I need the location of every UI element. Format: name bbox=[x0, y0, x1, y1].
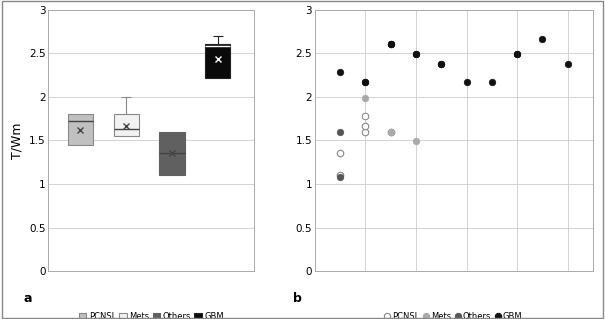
Point bbox=[361, 79, 370, 85]
Point bbox=[335, 129, 345, 134]
Point bbox=[386, 129, 396, 134]
Point bbox=[436, 61, 446, 66]
Point bbox=[361, 123, 370, 128]
Point bbox=[411, 51, 421, 56]
Point bbox=[386, 42, 396, 47]
Point bbox=[386, 129, 396, 134]
Point bbox=[361, 129, 370, 134]
Point bbox=[512, 51, 522, 56]
Point bbox=[487, 79, 497, 85]
Point bbox=[462, 79, 471, 85]
Point bbox=[361, 113, 370, 118]
Point bbox=[411, 139, 421, 144]
Point bbox=[563, 61, 572, 66]
Point bbox=[361, 95, 370, 100]
Bar bbox=[159, 132, 185, 175]
Point bbox=[386, 129, 396, 134]
Point bbox=[361, 79, 370, 85]
Point bbox=[335, 70, 345, 75]
Point bbox=[436, 61, 446, 66]
Point bbox=[335, 174, 345, 180]
Legend: PCNSL, Mets, Others, GBM: PCNSL, Mets, Others, GBM bbox=[76, 309, 227, 319]
Legend: PCNSL, Mets, Others, GBM: PCNSL, Mets, Others, GBM bbox=[382, 309, 526, 319]
Text: a: a bbox=[24, 292, 32, 305]
Point bbox=[537, 37, 547, 42]
Y-axis label: T/Wm: T/Wm bbox=[10, 122, 24, 159]
Text: b: b bbox=[293, 292, 301, 305]
Bar bbox=[114, 114, 139, 136]
Point bbox=[512, 51, 522, 56]
Point bbox=[386, 129, 396, 134]
Point bbox=[335, 151, 345, 156]
Point bbox=[411, 51, 421, 56]
Bar bbox=[68, 114, 93, 145]
Bar bbox=[205, 44, 231, 78]
Point bbox=[335, 173, 345, 178]
Point bbox=[386, 42, 396, 47]
Point bbox=[386, 42, 396, 47]
